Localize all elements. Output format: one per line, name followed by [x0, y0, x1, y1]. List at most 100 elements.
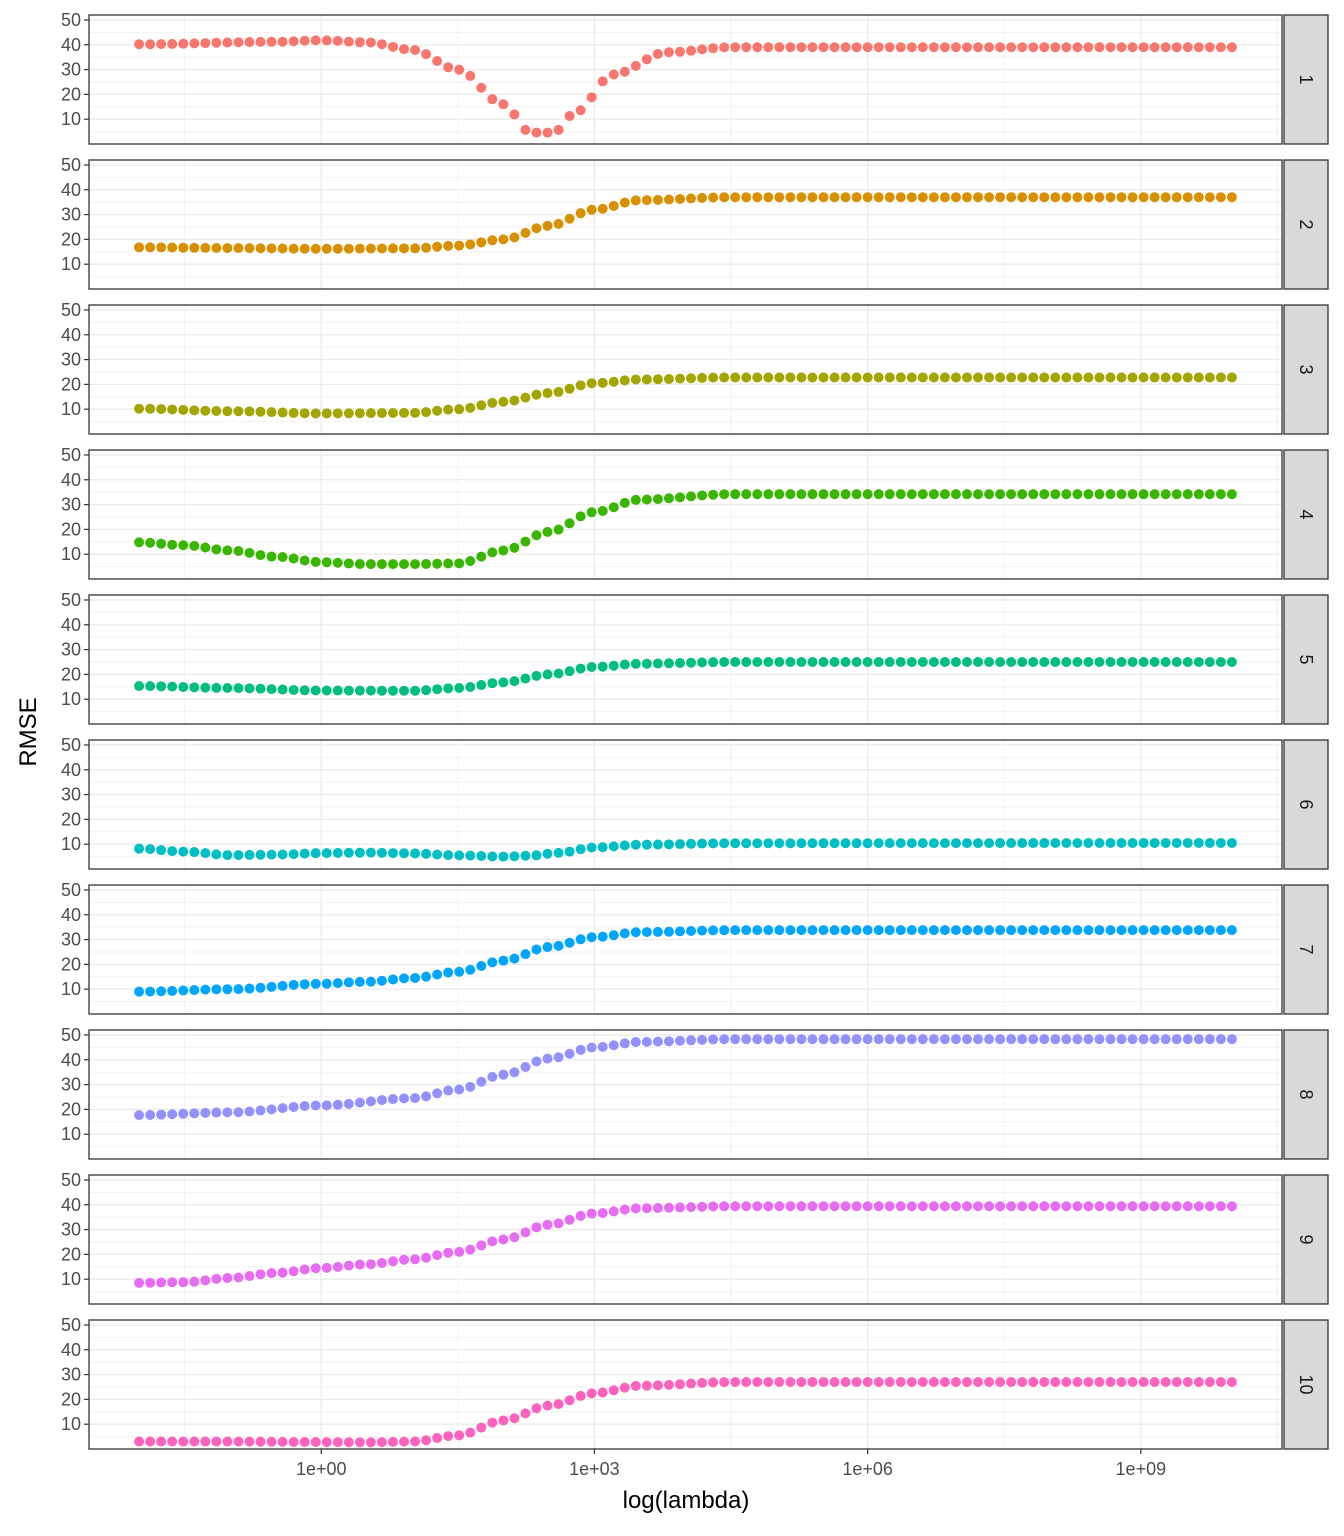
y-tick-label: 20 — [61, 954, 81, 974]
data-point — [619, 1382, 630, 1393]
data-point — [961, 372, 972, 383]
data-point — [145, 242, 156, 253]
data-point — [233, 546, 244, 557]
panel-background — [89, 15, 1282, 144]
data-point — [509, 1067, 520, 1078]
data-point — [686, 1202, 697, 1213]
data-point — [961, 925, 972, 936]
data-point — [697, 372, 708, 383]
data-point — [1138, 656, 1149, 667]
data-point — [1127, 1034, 1138, 1045]
data-point — [244, 406, 255, 417]
data-point — [553, 124, 564, 135]
data-point — [862, 42, 873, 53]
data-point — [178, 38, 189, 49]
data-point — [443, 967, 454, 978]
data-point — [1017, 489, 1028, 500]
data-point — [829, 1201, 840, 1212]
facet-strip-label: 2 — [1296, 219, 1316, 229]
y-tick-label: 50 — [61, 445, 81, 465]
panel-background — [89, 450, 1282, 579]
panel-background — [89, 885, 1282, 1014]
data-point — [1127, 372, 1138, 383]
facets: 10 20 30 40 50 1 10 20 30 40 50 2 10 20 30 40 50 3 10 20 30 4… — [61, 10, 1329, 1450]
data-point — [1083, 372, 1094, 383]
data-point — [200, 682, 211, 693]
data-point — [995, 838, 1006, 849]
data-point — [487, 851, 498, 862]
data-point — [796, 192, 807, 203]
data-point — [1094, 837, 1105, 848]
data-point — [399, 44, 410, 55]
data-point — [763, 656, 774, 667]
data-point — [873, 1201, 884, 1212]
data-point — [498, 1234, 509, 1245]
y-tick-label: 30 — [61, 785, 81, 805]
data-point — [145, 537, 156, 548]
data-point — [421, 558, 432, 569]
data-point — [719, 1201, 730, 1212]
data-point — [321, 35, 332, 46]
data-point — [763, 42, 774, 53]
data-point — [674, 373, 685, 384]
y-tick-label: 10 — [61, 109, 81, 129]
data-point — [719, 657, 730, 668]
data-point — [387, 243, 398, 254]
data-point — [1050, 42, 1061, 53]
data-point — [421, 1091, 432, 1102]
data-point — [454, 64, 465, 75]
data-point — [1050, 1201, 1061, 1212]
data-point — [476, 82, 487, 93]
data-point — [906, 1377, 917, 1388]
data-point — [222, 545, 233, 556]
data-point — [818, 656, 829, 667]
data-point — [884, 1201, 895, 1212]
data-point — [465, 681, 476, 692]
data-point — [641, 1380, 652, 1391]
data-point — [984, 1034, 995, 1045]
x-axis-title: log(lambda) — [623, 1487, 750, 1514]
data-point — [1171, 1201, 1182, 1212]
data-point — [1094, 372, 1105, 383]
facet-strip-label: 3 — [1296, 364, 1316, 374]
data-point — [939, 838, 950, 849]
data-point — [354, 558, 365, 569]
data-point — [829, 42, 840, 53]
data-point — [608, 1206, 619, 1217]
data-point — [807, 1201, 818, 1212]
data-point — [443, 558, 454, 569]
data-point — [995, 1377, 1006, 1388]
data-point — [586, 932, 597, 943]
data-point — [1083, 1034, 1094, 1045]
y-tick-label: 30 — [61, 495, 81, 515]
data-point — [432, 849, 443, 860]
data-point — [498, 955, 509, 966]
data-point — [332, 978, 343, 989]
data-point — [1094, 1377, 1105, 1388]
data-point — [542, 848, 553, 859]
data-point — [211, 544, 222, 555]
data-point — [730, 925, 741, 936]
data-point — [288, 684, 299, 695]
data-point — [961, 192, 972, 203]
data-point — [200, 1107, 211, 1118]
data-point — [211, 243, 222, 254]
data-point — [266, 407, 277, 418]
data-point — [597, 505, 608, 516]
data-point — [189, 242, 200, 253]
data-point — [531, 1222, 542, 1233]
data-point — [1072, 656, 1083, 667]
facet-panel-4: 10 20 30 40 50 4 — [61, 445, 1329, 580]
data-point — [873, 372, 884, 383]
data-point — [520, 1408, 531, 1419]
data-point — [763, 925, 774, 936]
data-point — [299, 979, 310, 990]
data-point — [973, 1201, 984, 1212]
data-point — [387, 1256, 398, 1267]
data-point — [454, 1246, 465, 1257]
data-point — [167, 846, 178, 857]
y-tick-label: 30 — [61, 1075, 81, 1095]
data-point — [1215, 372, 1226, 383]
data-point — [950, 1034, 961, 1045]
data-point — [1094, 192, 1105, 203]
